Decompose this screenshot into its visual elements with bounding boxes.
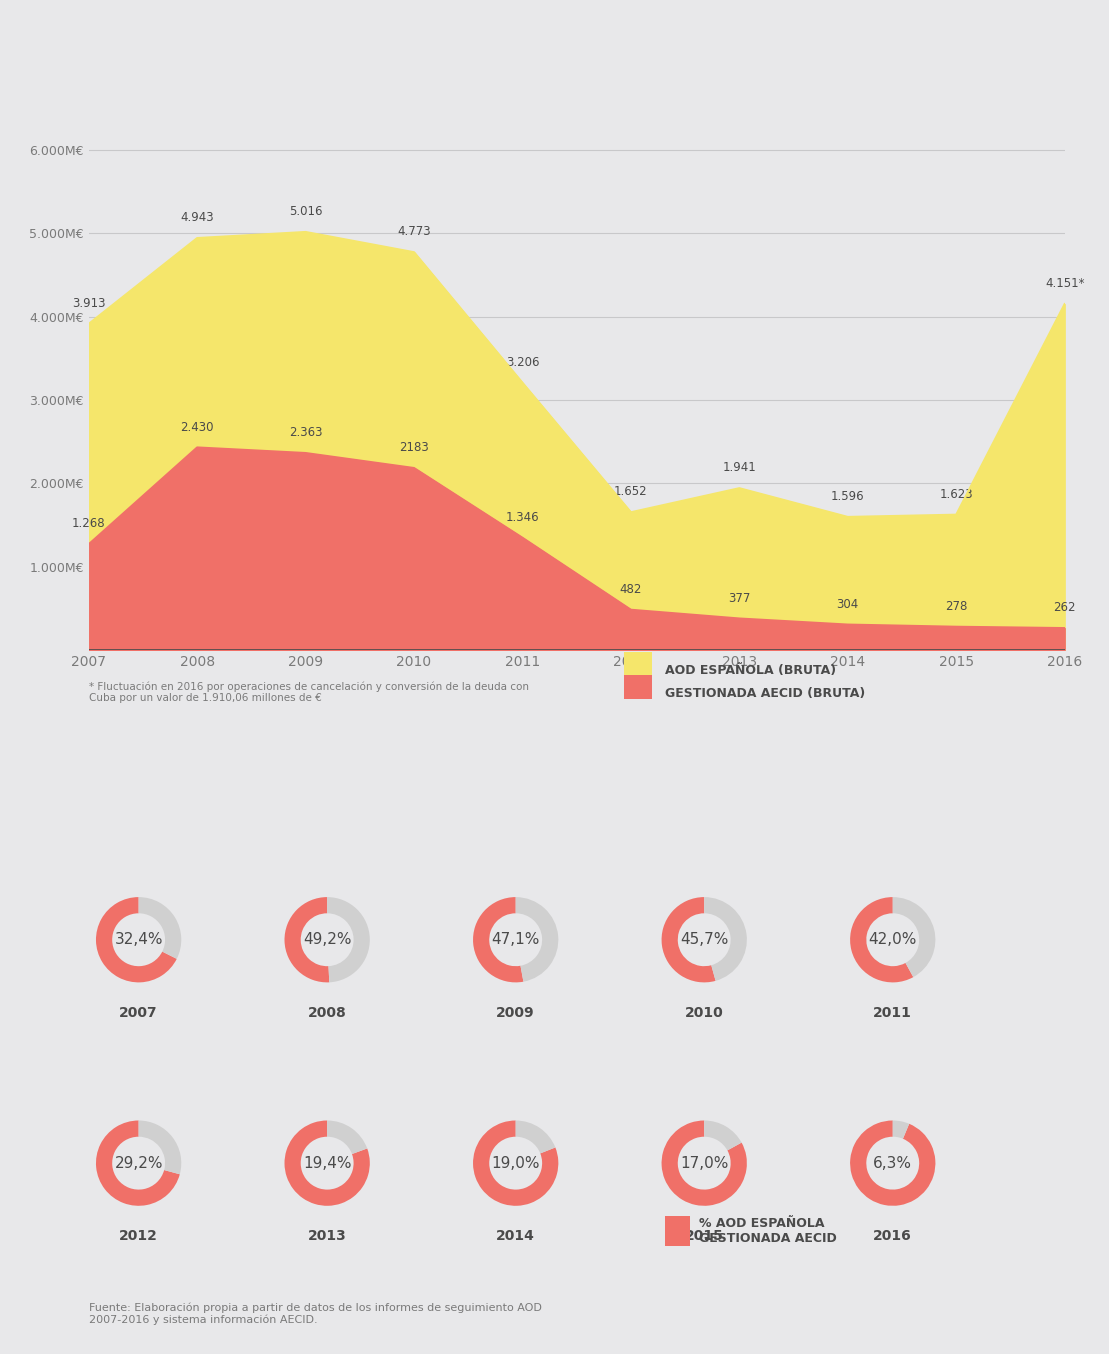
- Text: 3.913: 3.913: [72, 297, 105, 310]
- Text: 1.652: 1.652: [614, 485, 648, 498]
- Wedge shape: [851, 1121, 935, 1206]
- Text: 2007: 2007: [120, 1006, 157, 1020]
- Wedge shape: [139, 1121, 181, 1174]
- Wedge shape: [96, 898, 176, 983]
- Text: 262: 262: [1054, 601, 1076, 615]
- Text: 1.268: 1.268: [72, 517, 105, 531]
- Wedge shape: [662, 898, 715, 983]
- Text: 482: 482: [620, 582, 642, 596]
- Text: 1.623: 1.623: [939, 487, 973, 501]
- Wedge shape: [704, 898, 746, 980]
- Text: 3.206: 3.206: [506, 356, 539, 368]
- Wedge shape: [474, 898, 523, 983]
- Text: 2010: 2010: [685, 1006, 723, 1020]
- Text: 17,0%: 17,0%: [680, 1156, 729, 1171]
- Text: 32,4%: 32,4%: [114, 933, 163, 948]
- Text: 1.346: 1.346: [506, 510, 539, 524]
- Text: 2.363: 2.363: [288, 427, 323, 439]
- Text: 4.943: 4.943: [181, 211, 214, 225]
- Wedge shape: [327, 1121, 367, 1154]
- Text: 2015: 2015: [684, 1229, 724, 1243]
- Text: 1.941: 1.941: [722, 462, 756, 474]
- Text: 4.773: 4.773: [397, 225, 430, 238]
- Wedge shape: [662, 1121, 746, 1206]
- Wedge shape: [893, 1121, 909, 1139]
- Wedge shape: [285, 1121, 369, 1206]
- Text: Fuente: Elaboración propia a partir de datos de los informes de seguimiento AOD
: Fuente: Elaboración propia a partir de d…: [89, 1303, 541, 1326]
- Wedge shape: [704, 1121, 742, 1151]
- Text: 29,2%: 29,2%: [114, 1156, 163, 1171]
- Text: AOD ESPAÑOLA (BRUTA): AOD ESPAÑOLA (BRUTA): [665, 663, 836, 677]
- Text: 19,4%: 19,4%: [303, 1156, 352, 1171]
- Text: * Fluctuación en 2016 por operaciones de cancelación y conversión de la deuda co: * Fluctuación en 2016 por operaciones de…: [89, 681, 529, 703]
- Text: 4.151*: 4.151*: [1045, 278, 1085, 290]
- Text: 5.016: 5.016: [288, 204, 323, 218]
- Text: 2011: 2011: [873, 1006, 913, 1020]
- Wedge shape: [474, 1121, 558, 1206]
- Text: GESTIONADA AECID (BRUTA): GESTIONADA AECID (BRUTA): [665, 686, 866, 700]
- Text: 2008: 2008: [308, 1006, 346, 1020]
- Text: 47,1%: 47,1%: [491, 933, 540, 948]
- Text: 278: 278: [945, 600, 967, 613]
- Wedge shape: [851, 898, 914, 983]
- Text: 19,0%: 19,0%: [491, 1156, 540, 1171]
- Text: 2183: 2183: [399, 441, 429, 454]
- Text: 2016: 2016: [874, 1229, 912, 1243]
- Text: 2009: 2009: [497, 1006, 535, 1020]
- Text: 2012: 2012: [119, 1229, 159, 1243]
- Text: 42,0%: 42,0%: [868, 933, 917, 948]
- Text: 49,2%: 49,2%: [303, 933, 352, 948]
- Text: 304: 304: [836, 597, 858, 611]
- Text: 2013: 2013: [308, 1229, 346, 1243]
- Wedge shape: [139, 898, 181, 959]
- Text: 2014: 2014: [496, 1229, 536, 1243]
- Wedge shape: [96, 1121, 180, 1206]
- Text: 45,7%: 45,7%: [680, 933, 729, 948]
- Text: % AOD ESPAÑOLA
GESTIONADA AECID: % AOD ESPAÑOLA GESTIONADA AECID: [699, 1217, 836, 1244]
- Text: 1.596: 1.596: [831, 490, 865, 504]
- Wedge shape: [327, 898, 369, 983]
- Wedge shape: [516, 898, 558, 982]
- Text: 6,3%: 6,3%: [873, 1156, 913, 1171]
- Wedge shape: [285, 898, 329, 983]
- Text: 2.430: 2.430: [181, 421, 214, 433]
- Text: 377: 377: [729, 592, 751, 605]
- Wedge shape: [893, 898, 935, 978]
- Wedge shape: [516, 1121, 556, 1154]
